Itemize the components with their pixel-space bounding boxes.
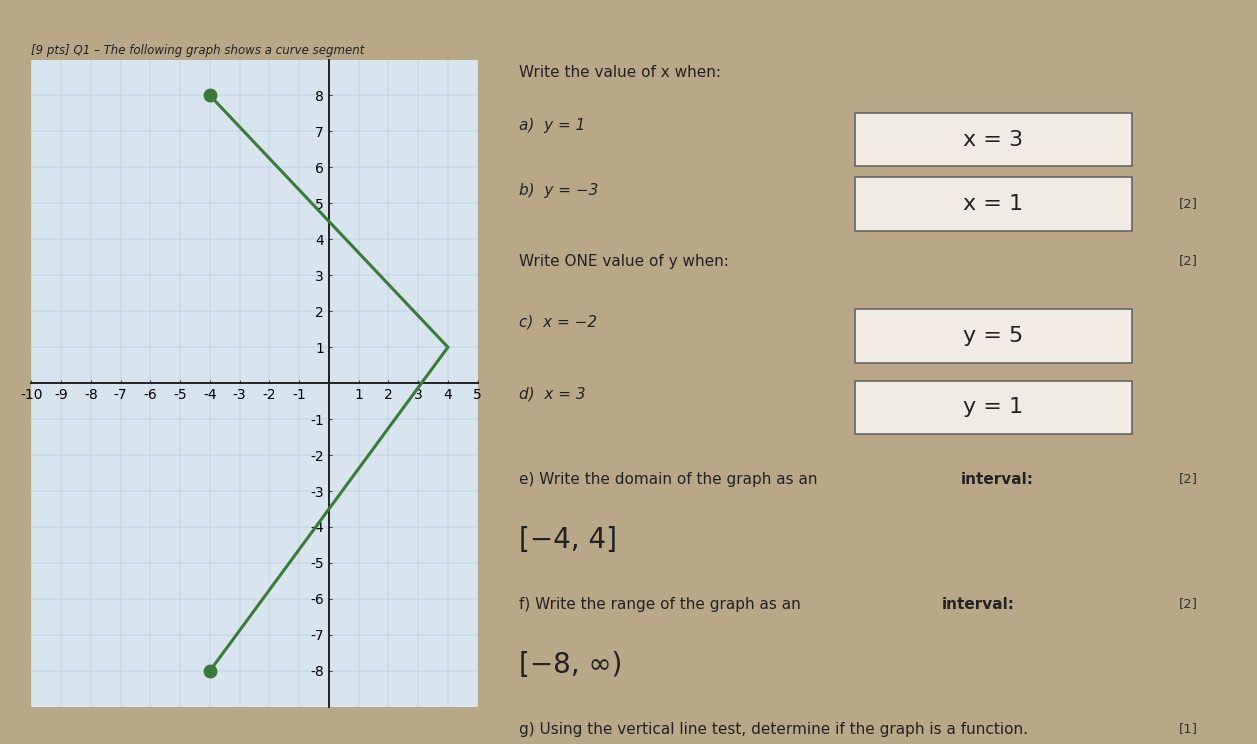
- Text: y = 1: y = 1: [963, 397, 1023, 417]
- Text: c)  x = −2: c) x = −2: [519, 315, 597, 330]
- Text: [2]: [2]: [1178, 472, 1198, 485]
- Text: Write the value of x when:: Write the value of x when:: [519, 65, 722, 80]
- Text: [−4, 4]: [−4, 4]: [519, 525, 617, 554]
- Text: f) Write the range of the graph as an: f) Write the range of the graph as an: [519, 597, 806, 612]
- Bar: [855, 381, 1131, 434]
- Text: a)  y = 1: a) y = 1: [519, 118, 586, 133]
- Text: y = 5: y = 5: [963, 326, 1023, 346]
- Text: interval:: interval:: [960, 472, 1033, 487]
- Text: [−8, ∞): [−8, ∞): [519, 650, 622, 679]
- Text: [2]: [2]: [1178, 197, 1198, 211]
- Bar: [855, 310, 1131, 363]
- Text: x = 3: x = 3: [963, 129, 1023, 150]
- Text: d)  x = 3: d) x = 3: [519, 386, 586, 401]
- Text: g) Using the vertical line test, determine if the graph is a function.: g) Using the vertical line test, determi…: [519, 722, 1028, 737]
- Text: Write ONE value of y when:: Write ONE value of y when:: [519, 254, 729, 269]
- Text: e) Write the domain of the graph as an: e) Write the domain of the graph as an: [519, 472, 823, 487]
- Text: interval:: interval:: [943, 597, 1016, 612]
- Text: [2]: [2]: [1178, 597, 1198, 610]
- Text: [1]: [1]: [1178, 722, 1198, 735]
- Text: x = 1: x = 1: [963, 193, 1023, 214]
- Bar: [855, 113, 1131, 167]
- Text: [2]: [2]: [1178, 254, 1198, 267]
- Text: [9 pts] Q1 – The following graph shows a curve segment: [9 pts] Q1 – The following graph shows a…: [31, 44, 365, 57]
- Text: b)  y = −3: b) y = −3: [519, 183, 598, 198]
- Bar: [855, 177, 1131, 231]
